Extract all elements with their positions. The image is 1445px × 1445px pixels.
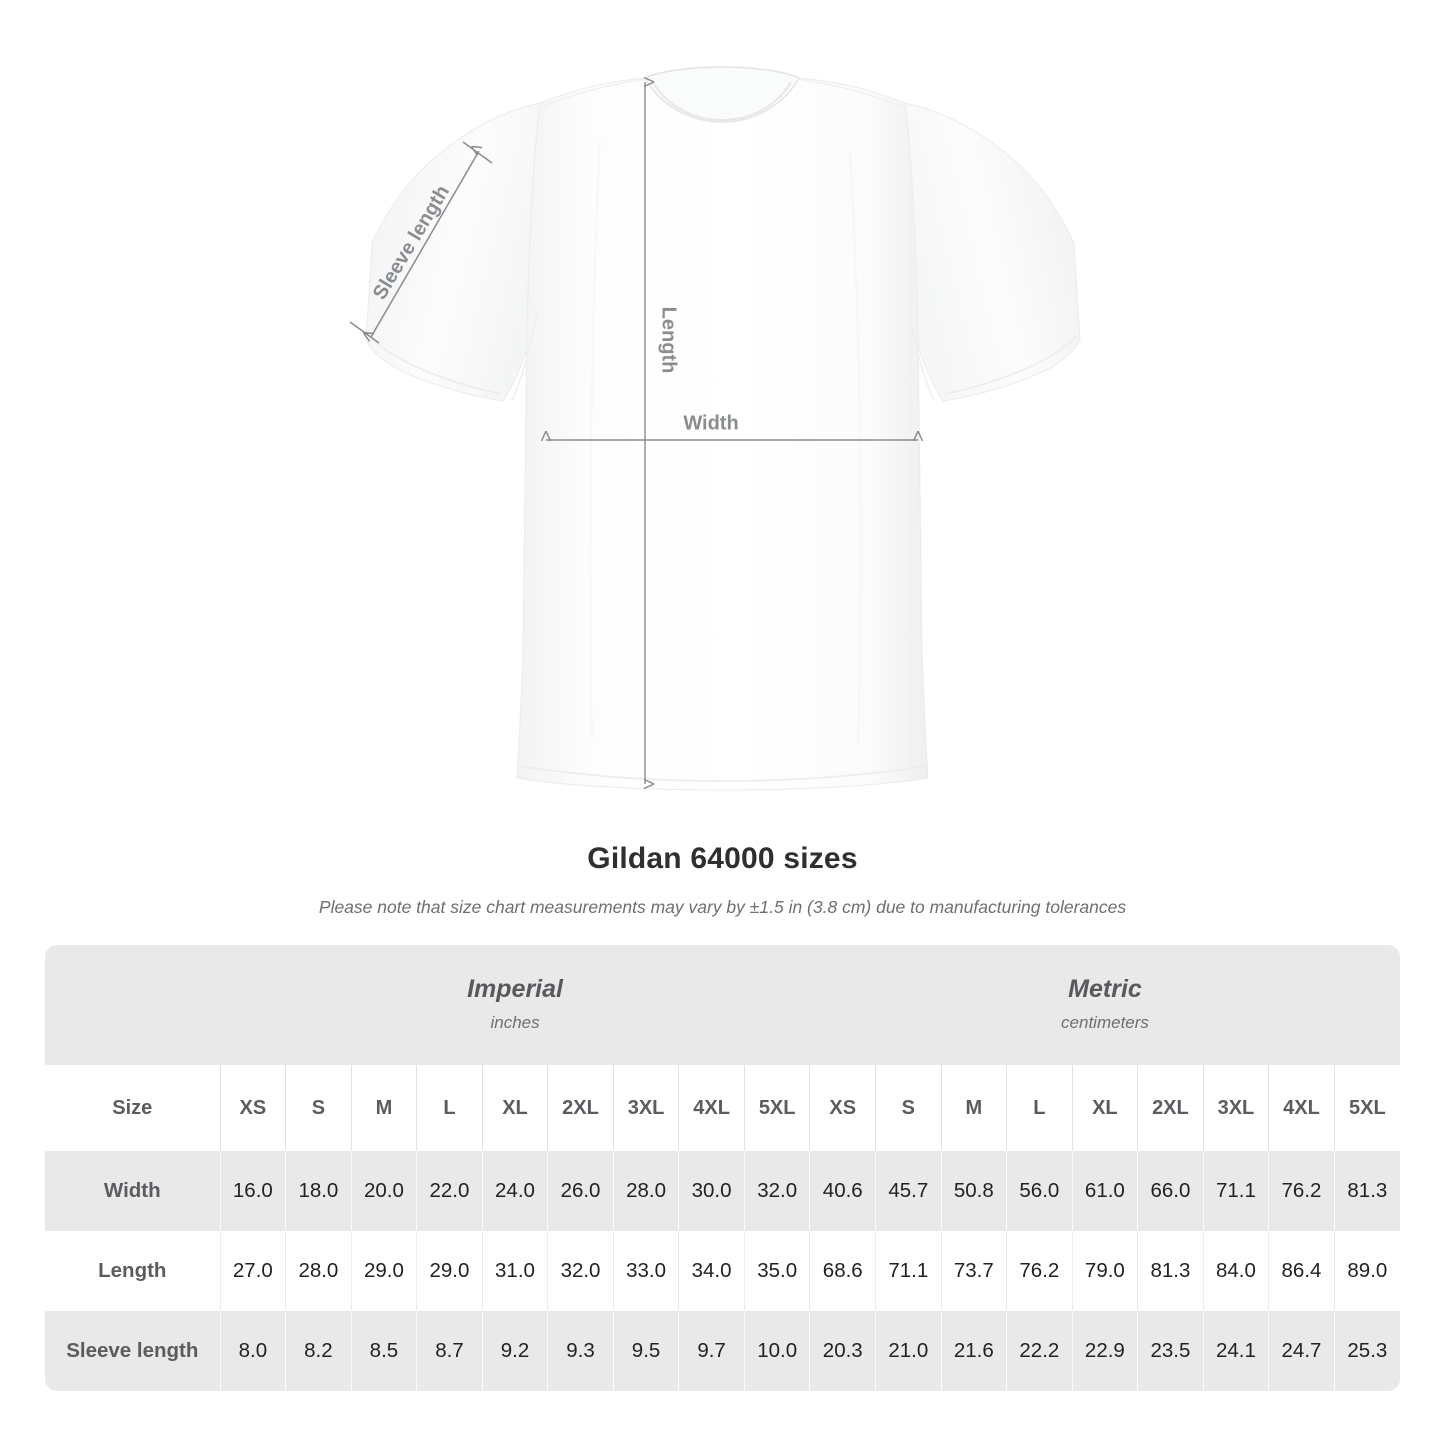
measure-cell: 71.1 [1202,1151,1269,1231]
measure-cell: 10.0 [743,1311,810,1391]
measure-cell: 20.0 [350,1151,417,1231]
unit-name-metric: Metric [1068,975,1142,1003]
tshirt-diagram: Sleeve length Length Width [349,66,1081,791]
size-col-header: 4XL [678,1065,745,1151]
measure-cell: 9.2 [481,1311,548,1391]
size-col-header: 4XL [1268,1065,1335,1151]
measure-cell: 24.1 [1202,1311,1269,1391]
measure-label-length: Length [45,1231,221,1311]
measure-cell: 66.0 [1137,1151,1204,1231]
tolerance-note: Please note that size chart measurements… [318,897,1127,917]
measure-cell: 22.2 [1006,1311,1073,1391]
measure-cell: 28.0 [612,1151,679,1231]
unit-header-metric: Metric centimeters [809,945,1400,1065]
size-col-header: S [875,1065,942,1151]
measure-cell: 27.0 [219,1231,286,1311]
size-col-header: XS [809,1065,876,1151]
unit-header-row: Imperial inches Metric centimeters [45,945,1400,1065]
measure-cell: 73.7 [940,1231,1007,1311]
measure-cell: 8.2 [285,1311,352,1391]
size-col-header: 3XL [1202,1065,1269,1151]
measure-cell: 21.6 [940,1311,1007,1391]
measure-cell: 45.7 [875,1151,942,1231]
measure-cell: 22.0 [416,1151,483,1231]
measure-cell: 20.3 [809,1311,876,1391]
chart-heading-block: Gildan 64000 sizes Please note that size… [0,840,1445,918]
table-row: Width 16.0 18.0 20.0 22.0 24.0 26.0 28.0… [45,1151,1400,1231]
measure-cell: 31.0 [481,1231,548,1311]
size-header-row: Size XS S M L XL 2XL 3XL 4XL 5XL XS S M … [45,1065,1400,1151]
table-row: Sleeve length 8.0 8.2 8.5 8.7 9.2 9.3 9.… [45,1311,1400,1391]
width-annotation: Width [546,412,918,440]
measure-cell: 16.0 [219,1151,286,1231]
size-col-header: XS [219,1065,286,1151]
unit-sub-imperial: inches [490,1013,540,1032]
unit-name-imperial: Imperial [467,975,563,1003]
measure-cell: 26.0 [547,1151,614,1231]
measure-cell: 22.9 [1071,1311,1138,1391]
unit-header-imperial: Imperial inches [220,945,810,1065]
width-label: Width [683,412,738,434]
size-col-header: L [416,1065,483,1151]
size-col-header: 5XL [743,1065,810,1151]
measure-cell: 24.0 [481,1151,548,1231]
measure-cell: 9.5 [612,1311,679,1391]
measure-cell: 86.4 [1268,1231,1335,1311]
measure-cell: 29.0 [350,1231,417,1311]
measure-cell: 40.6 [809,1151,876,1231]
measure-cell: 18.0 [285,1151,352,1231]
size-col-header: XL [1071,1065,1138,1151]
measure-cell: 28.0 [285,1231,352,1311]
measure-cell: 50.8 [940,1151,1007,1231]
measure-cell: 32.0 [547,1231,614,1311]
measure-cell: 68.6 [809,1231,876,1311]
measure-cell: 56.0 [1006,1151,1073,1231]
size-col-header: 2XL [1137,1065,1204,1151]
measure-cell: 30.0 [678,1151,745,1231]
measure-cell: 79.0 [1071,1231,1138,1311]
measure-cell: 76.2 [1006,1231,1073,1311]
measure-label-sleeve-length: Sleeve length [45,1311,221,1391]
measure-cell: 32.0 [743,1151,810,1231]
measure-cell: 76.2 [1268,1151,1335,1231]
measure-cell: 89.0 [1333,1231,1400,1311]
size-col-header: 3XL [612,1065,679,1151]
page-title: Gildan 64000 sizes [587,842,858,875]
measure-cell: 8.7 [416,1311,483,1391]
measure-cell: 33.0 [612,1231,679,1311]
length-label: Length [658,307,680,374]
measure-cell: 8.0 [219,1311,286,1391]
measure-cell: 29.0 [416,1231,483,1311]
size-col-header: 5XL [1333,1065,1400,1151]
size-chart-table: Imperial inches Metric centimeters Size … [45,945,1400,1391]
measure-cell: 21.0 [875,1311,942,1391]
size-header-label: Size [45,1065,221,1151]
measure-cell: 81.3 [1137,1231,1204,1311]
measure-cell: 8.5 [350,1311,417,1391]
size-col-header: M [350,1065,417,1151]
tshirt-illustration: Sleeve length Length Width [349,66,1081,791]
unit-sub-metric: centimeters [1061,1013,1149,1032]
size-col-header: XL [481,1065,548,1151]
measure-cell: 34.0 [678,1231,745,1311]
size-col-header: 2XL [547,1065,614,1151]
measure-cell: 23.5 [1137,1311,1204,1391]
size-col-header: M [940,1065,1007,1151]
unit-header-spacer [45,945,221,1065]
size-chart-table-container: Imperial inches Metric centimeters Size … [45,945,1400,1391]
measure-cell: 84.0 [1202,1231,1269,1311]
measure-cell: 61.0 [1071,1151,1138,1231]
size-col-header: S [285,1065,352,1151]
measure-cell: 9.3 [547,1311,614,1391]
measure-label-width: Width [45,1151,221,1231]
measure-cell: 9.7 [678,1311,745,1391]
measure-cell: 25.3 [1333,1311,1400,1391]
table-row: Length 27.0 28.0 29.0 29.0 31.0 32.0 33.… [45,1231,1400,1311]
measure-cell: 81.3 [1333,1151,1400,1231]
measure-cell: 24.7 [1268,1311,1335,1391]
measure-cell: 71.1 [875,1231,942,1311]
measure-cell: 35.0 [743,1231,810,1311]
size-col-header: L [1006,1065,1073,1151]
